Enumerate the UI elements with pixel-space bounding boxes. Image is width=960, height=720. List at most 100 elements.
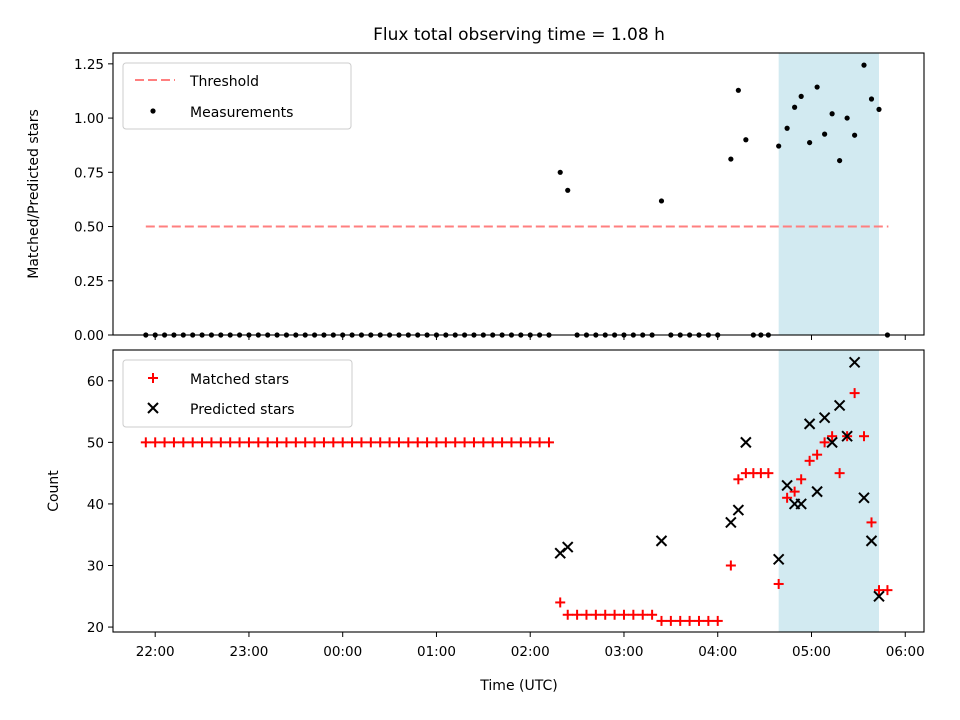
matched-point (763, 468, 774, 479)
measurement-point (728, 156, 734, 162)
matched-point (555, 597, 566, 608)
y-tick-label: 0.50 (74, 220, 104, 236)
predicted-point (732, 504, 745, 516)
predicted-point (655, 535, 668, 547)
matched-point (733, 474, 744, 485)
measurement-point (557, 169, 563, 175)
matched-point (849, 388, 860, 399)
cross-stroke-b (803, 418, 816, 430)
matched-point (187, 437, 198, 448)
cross-stroke-b (781, 479, 793, 492)
matched-point (572, 609, 583, 620)
legend-measurements-swatch (150, 108, 156, 114)
matched-point (684, 615, 695, 626)
matched-point (225, 437, 236, 448)
matched-point (215, 437, 226, 448)
measurement-point (743, 137, 749, 143)
x-tick-label: 00:00 (323, 644, 362, 660)
matched-point (796, 474, 807, 485)
matched-point (403, 437, 414, 448)
measurement-point (776, 143, 782, 149)
cross-stroke-b (818, 412, 831, 424)
measurement-point (844, 115, 850, 121)
predicted-point (826, 436, 838, 449)
observing-window-shade-top (778, 53, 879, 335)
chart-title: Flux total observing time = 1.08 h (373, 25, 665, 45)
matched-point (459, 437, 470, 448)
cross-stroke-b (826, 436, 838, 449)
predicted-stars-series (554, 356, 885, 602)
cross-stroke-b (147, 402, 159, 414)
matched-point (497, 437, 508, 448)
y-tick-label: 60 (87, 374, 104, 390)
matched-point (272, 437, 283, 448)
count-y-ticks: 20 30 40 50 60 (87, 374, 113, 636)
y-tick-label: 0.00 (74, 328, 104, 344)
count-axes-frame (112, 349, 925, 633)
x-tick-label: 02:00 (511, 644, 550, 660)
cross-stroke-b (858, 492, 870, 504)
y-tick-label: 50 (87, 435, 104, 451)
matched-point (168, 437, 179, 448)
matched-point (882, 585, 893, 596)
x-tick-label: 03:00 (605, 644, 644, 660)
predicted-point (873, 590, 885, 602)
predicted-point (841, 430, 853, 442)
measurement-point (792, 104, 798, 110)
predicted-point (795, 498, 807, 510)
matched-point (412, 437, 423, 448)
legend-matched-marker (148, 373, 158, 383)
matched-point (773, 578, 784, 589)
matched-point (782, 492, 793, 503)
matched-point (178, 437, 189, 448)
matched-point (253, 437, 264, 448)
ratio-legend: Threshold Measurements (122, 62, 352, 130)
predicted-point (781, 479, 793, 492)
matched-point (590, 609, 601, 620)
ratio-legend-box (122, 62, 352, 130)
cross-stroke-b (873, 590, 885, 602)
matched-point (675, 615, 686, 626)
legend-matched-swatch (148, 373, 158, 383)
y-tick-label: 20 (87, 620, 104, 636)
matched-point (703, 615, 714, 626)
matched-point (384, 437, 395, 448)
cross-stroke-b (772, 553, 785, 566)
matched-point (609, 609, 620, 620)
matched-stars-series (140, 388, 893, 626)
y-tick-label: 30 (87, 559, 104, 575)
matched-point (858, 431, 869, 442)
cross-stroke-b (848, 356, 861, 369)
y-tick-label: 0.25 (74, 274, 104, 290)
matched-point (515, 437, 526, 448)
matched-point (693, 615, 704, 626)
count-legend-box (122, 359, 353, 428)
measurement-point (807, 139, 813, 146)
ratio-y-ticks: 0.00 0.25 0.50 0.75 1.00 1.25 (74, 57, 113, 344)
ratio-axes-frame (112, 52, 925, 336)
x-tick-label: 01:00 (417, 644, 456, 660)
count-legend: Matched stars Predicted stars (122, 359, 353, 428)
predicted-point (562, 541, 574, 553)
matched-point (834, 468, 845, 479)
predicted-point (803, 418, 816, 430)
matched-point (234, 437, 245, 448)
matched-point (206, 437, 217, 448)
measurement-point (784, 125, 790, 131)
matched-point (647, 609, 658, 620)
cross-stroke-b (833, 399, 846, 412)
legend-predicted-marker (147, 402, 159, 414)
measurement-point (658, 198, 665, 204)
predicted-point (811, 485, 823, 498)
matched-point (356, 437, 367, 448)
cross-stroke-b (725, 516, 737, 529)
measurement-point (837, 157, 843, 164)
x-tick-label: 06:00 (886, 644, 925, 660)
predicted-point (848, 356, 861, 369)
matched-point (712, 615, 723, 626)
cross-stroke-b (865, 535, 878, 547)
y-tick-label: 40 (87, 497, 104, 513)
legend-threshold-label: Threshold (189, 74, 259, 90)
legend-predicted-swatch (147, 402, 159, 414)
matched-point (562, 609, 573, 620)
